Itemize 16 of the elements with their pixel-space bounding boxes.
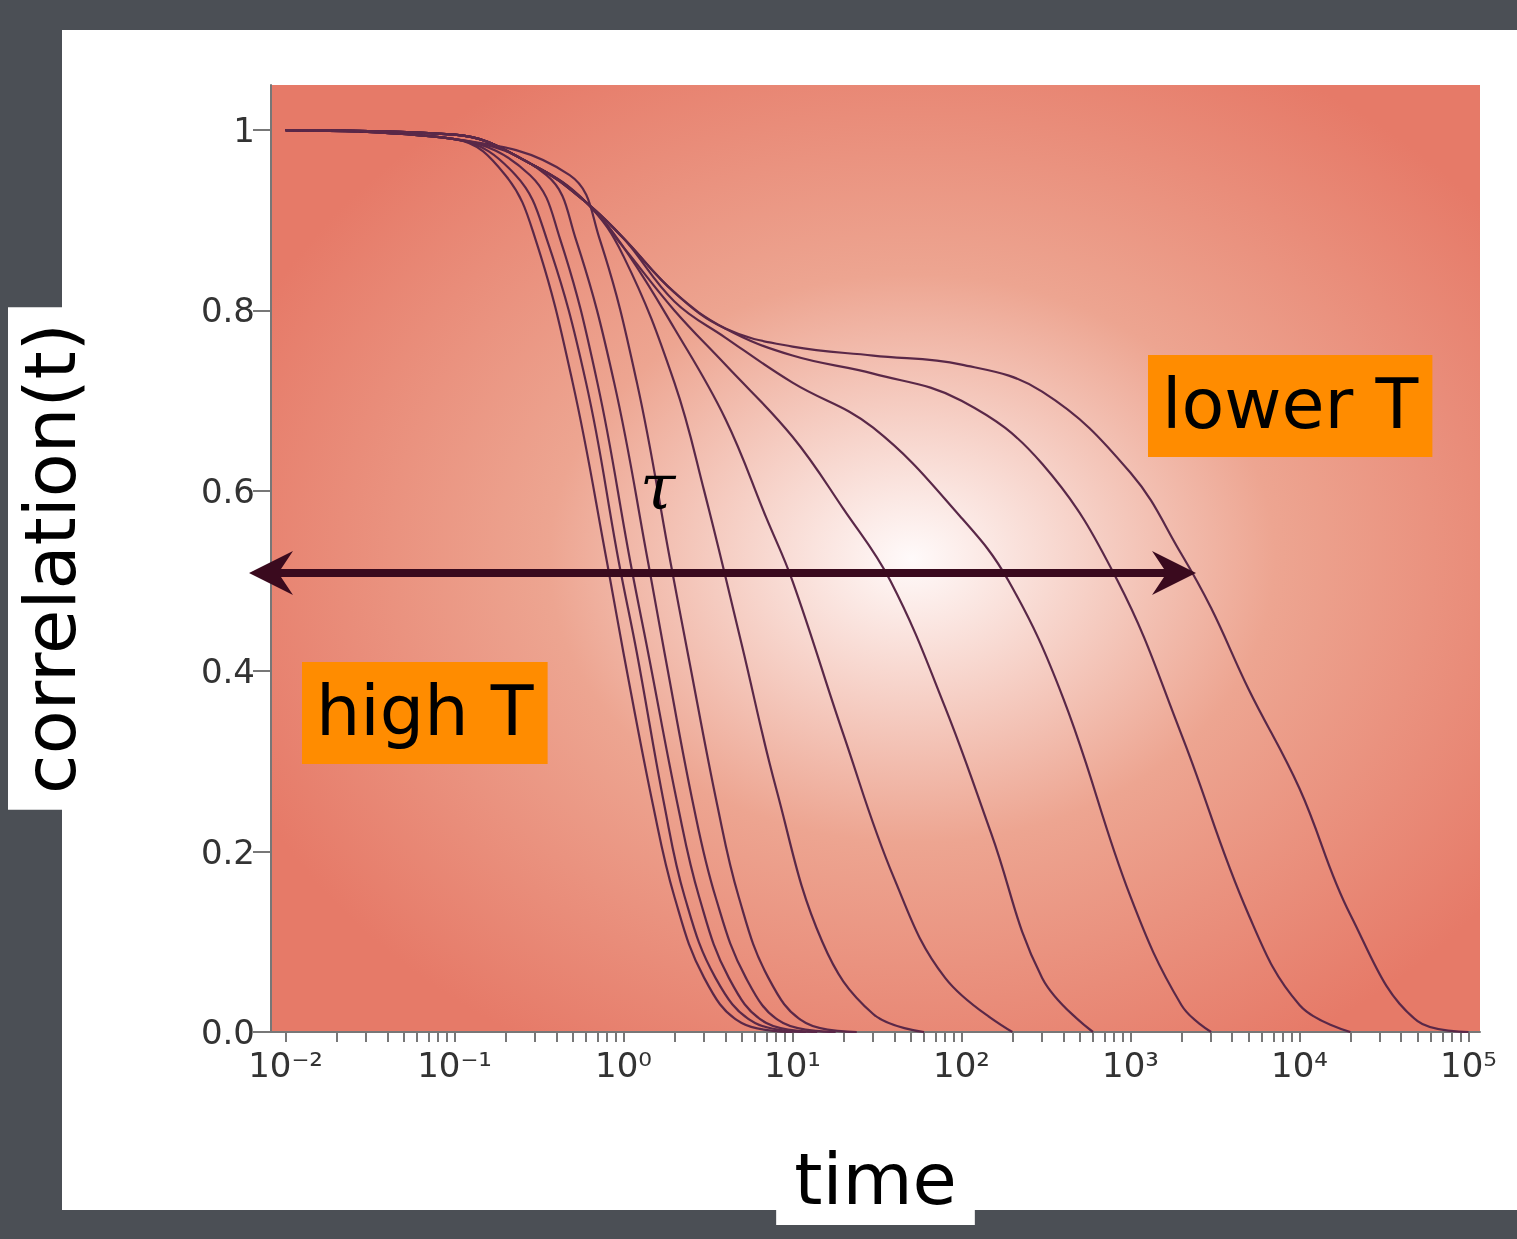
annotation: lower T [1162, 363, 1419, 445]
y-tick-label: 0.2 [200, 831, 255, 872]
x-tick-label: 10⁰ [595, 1045, 652, 1085]
y-tick-label: 0.8 [200, 290, 255, 331]
y-axis-title: correlation(t) [8, 323, 92, 794]
x-axis-title: time [794, 1137, 957, 1221]
y-tick-label: 1 [233, 110, 255, 151]
annotation: high T [316, 670, 534, 752]
x-tick-label: 10⁴ [1271, 1045, 1328, 1085]
x-tick-label: 10³ [1102, 1045, 1159, 1085]
x-tick-label: 10² [933, 1045, 990, 1085]
x-tick-label: 10⁻¹ [417, 1045, 492, 1085]
x-tick-label: 10⁵ [1440, 1045, 1497, 1085]
y-tick-label: 0.6 [200, 470, 255, 511]
y-tick-label: 0.4 [200, 651, 255, 692]
x-tick-label: 10¹ [764, 1045, 821, 1085]
